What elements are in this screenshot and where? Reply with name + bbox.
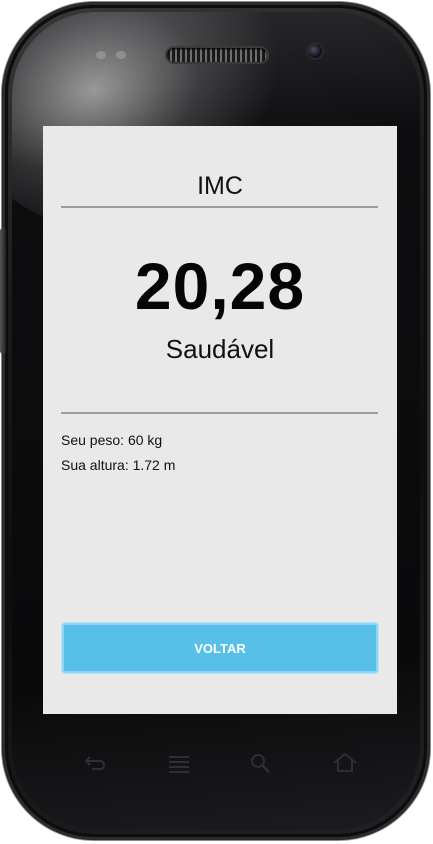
nav-search-key[interactable]	[245, 748, 275, 778]
height-text: Sua altura: 1.72 m	[61, 457, 176, 473]
page-title: IMC	[197, 172, 243, 200]
nav-menu-key[interactable]	[164, 748, 194, 778]
nav-home-key[interactable]	[330, 748, 360, 778]
light-sensor	[116, 51, 126, 59]
volume-button	[0, 228, 6, 354]
top-divider	[61, 206, 378, 208]
menu-icon	[169, 756, 189, 773]
bottom-divider	[61, 412, 378, 414]
nav-back-key[interactable]	[79, 748, 109, 778]
bmi-value: 20,28	[134, 249, 306, 323]
back-icon	[84, 756, 106, 770]
bmi-status: Saudável	[165, 334, 275, 364]
home-icon	[333, 752, 357, 772]
weight-text: Seu peso: 60 kg	[61, 432, 163, 448]
app-screen: IMC 20,28 Saudável Seu peso: 60 kg Sua a…	[43, 126, 397, 714]
proximity-sensor	[96, 51, 106, 59]
earpiece-speaker	[167, 48, 267, 62]
back-button[interactable]: VOLTAR	[62, 623, 378, 673]
front-camera	[308, 44, 322, 58]
search-icon	[251, 754, 270, 773]
